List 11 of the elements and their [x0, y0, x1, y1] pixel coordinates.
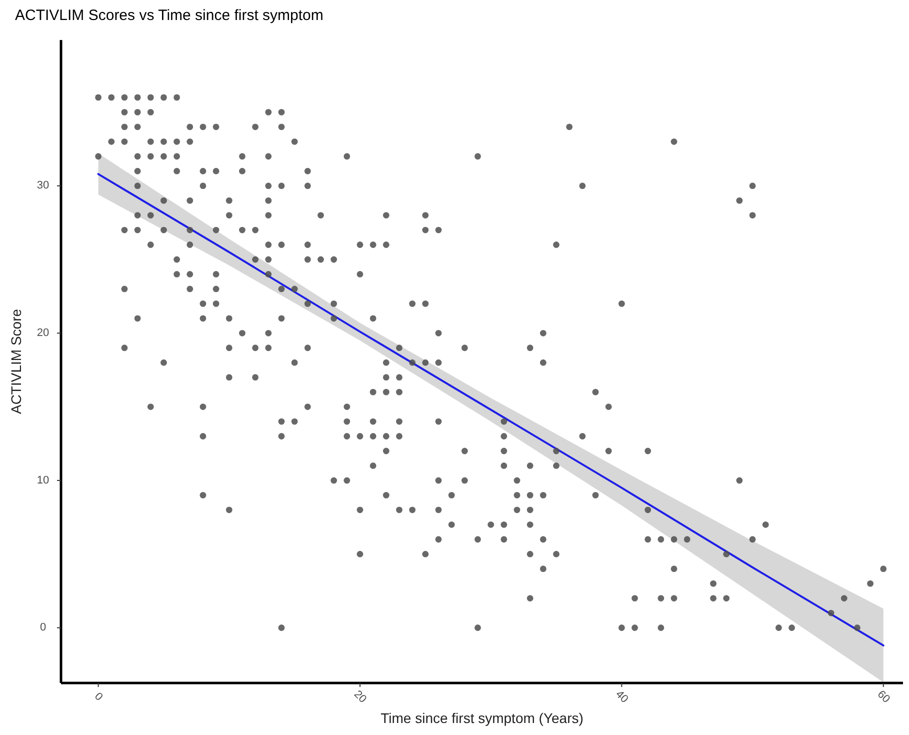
y-axis-title: ACTIVLIM Score [8, 308, 24, 414]
y-tick-label: 20 [36, 327, 50, 340]
y-tick-label: 10 [36, 474, 50, 486]
x-axis-title: Time since first symptom (Years) [380, 710, 584, 726]
y-tick-label: 0 [40, 622, 46, 634]
x-tick-label: 40 [613, 688, 630, 706]
x-tick-label: 20 [351, 688, 369, 706]
x-tick-label: 0 [92, 690, 105, 704]
x-tick-label: 60 [874, 688, 892, 706]
y-tick-label: 30 [36, 180, 50, 192]
chart-title: ACTIVLIM Scores vs Time since first symptom [15, 7, 324, 24]
